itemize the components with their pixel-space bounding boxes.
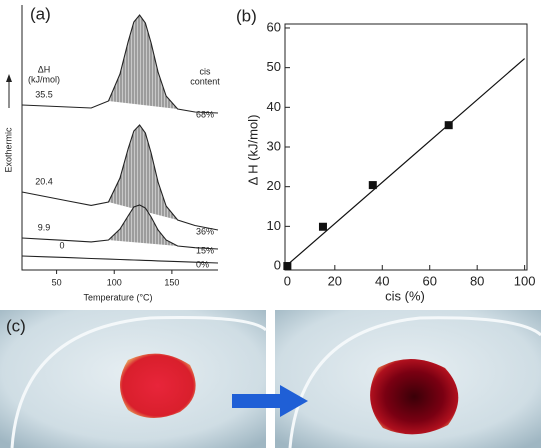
red-drop: [120, 353, 196, 419]
y-tick-label: 10: [267, 218, 281, 233]
data-point: [368, 181, 377, 190]
panel-a: 50 100 150 Temperature (°C) Exothermic ΔH(kJ/…: [3, 4, 220, 302]
data-point: [444, 121, 453, 130]
peak-shading: [108, 125, 178, 220]
x-axis-label: Temperature (°C): [83, 292, 152, 302]
y-axis-label: Exothermic: [3, 127, 13, 173]
enthalpy-label: 9.9: [38, 222, 51, 232]
series-label: 15%: [196, 245, 214, 255]
y-tick-label: 40: [267, 99, 281, 114]
plot-frame: [284, 23, 528, 271]
arrow-head: [280, 385, 308, 417]
y-tick-label: 30: [267, 138, 281, 153]
y-tick-label: 50: [267, 59, 281, 74]
panel-label: (b): [236, 6, 257, 25]
column-header: cis: [200, 66, 211, 76]
column-header: content: [190, 76, 220, 86]
panel-label: (a): [30, 4, 51, 23]
series-label: 0%: [196, 259, 209, 269]
y-tick-label: 20: [267, 178, 281, 193]
series-label: 36%: [196, 226, 214, 236]
x-axis-label: cis (%): [385, 288, 425, 303]
fit-line: [286, 58, 526, 266]
column-header: ΔH: [38, 64, 51, 74]
dsc-curve: [21, 14, 219, 114]
peak-shading: [108, 15, 178, 109]
panel-c: (c): [0, 310, 541, 448]
data-point: [283, 262, 292, 271]
column-header: (kJ/mol): [28, 74, 60, 84]
dish-rim: [288, 316, 541, 448]
dsc-curve: [21, 204, 219, 250]
x-tick-label: 0: [284, 273, 291, 288]
x-tick-label: 150: [164, 277, 179, 287]
series-label: 68%: [196, 109, 214, 119]
y-axis-label: Δ H (kJ/mol): [245, 115, 260, 186]
y-tick-label: 60: [267, 19, 281, 34]
peak-shading: [108, 205, 178, 246]
enthalpy-label: 35.5: [35, 89, 53, 99]
exo-arrow-head: [6, 74, 12, 82]
data-point: [318, 222, 327, 231]
panel-label: (c): [6, 316, 26, 335]
dsc-curve: [21, 124, 219, 231]
axes: [21, 5, 218, 271]
y-tick-label: 0: [274, 257, 281, 272]
dsc-curve: [21, 255, 219, 264]
dish-rim: [10, 316, 268, 448]
enthalpy-label: 20.4: [35, 176, 53, 186]
x-tick-label: 80: [470, 273, 484, 288]
arrow-shaft: [232, 394, 282, 408]
x-tick-label: 100: [514, 273, 536, 288]
panel-b: 0 10 20 30 40 50 60 0 20 40 60 80 100 cis (%) Δ H (kJ/…: [236, 6, 535, 303]
x-tick-label: 100: [107, 277, 122, 287]
dark-drop: [370, 359, 459, 435]
x-tick-label: 60: [422, 273, 436, 288]
x-tick-label: 50: [52, 277, 62, 287]
x-tick-label: 20: [328, 273, 342, 288]
x-tick-label: 40: [375, 273, 389, 288]
enthalpy-label: 0: [59, 240, 64, 250]
